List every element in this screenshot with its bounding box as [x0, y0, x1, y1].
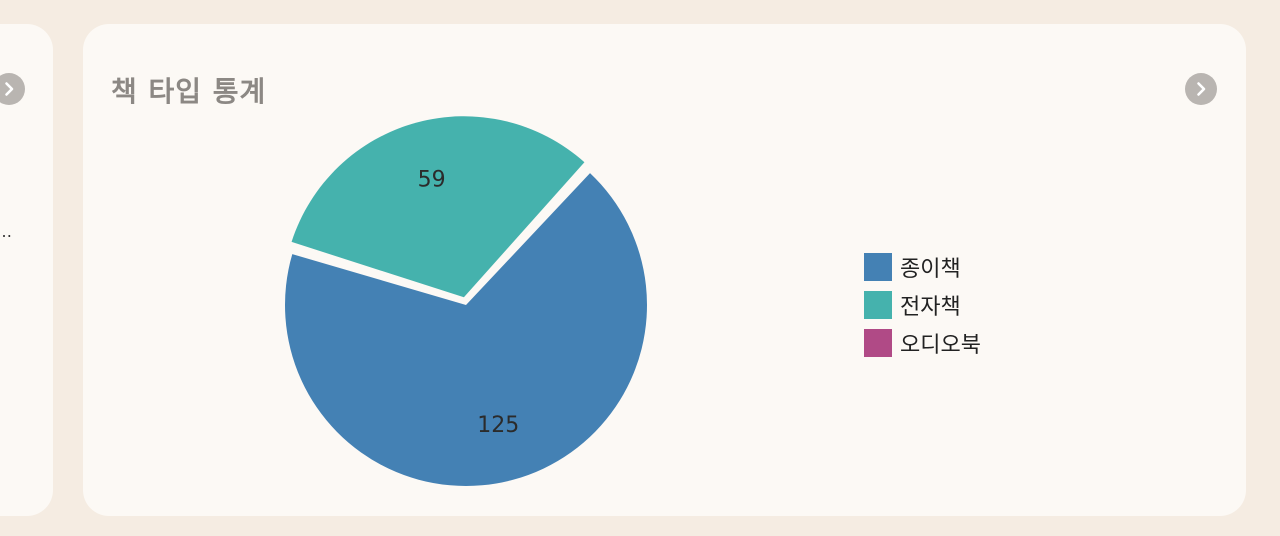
legend-item[interactable]: 오디오북 — [864, 329, 981, 358]
previous-card-detail-button[interactable] — [0, 73, 25, 105]
pie-slice-value-label: 59 — [418, 168, 446, 193]
legend-item[interactable]: 전자책 — [864, 291, 981, 320]
legend-swatch — [864, 329, 892, 357]
book-type-stats-card — [83, 24, 1246, 516]
legend-swatch — [864, 291, 892, 319]
legend-swatch — [864, 253, 892, 281]
legend-label: 오디오북 — [900, 333, 981, 358]
legend-label: 종이책 — [900, 257, 961, 282]
legend-label: 전자책 — [900, 295, 961, 320]
chevron-right-icon — [1197, 82, 1206, 96]
previous-stats-card — [0, 24, 53, 516]
pie-slice-value-label: 125 — [477, 413, 519, 438]
legend-item[interactable]: 종이책 — [864, 253, 981, 282]
chevron-right-icon — [5, 82, 14, 96]
book-type-detail-button[interactable] — [1185, 73, 1217, 105]
truncated-text: … — [0, 222, 12, 241]
pie-slice-1[interactable] — [291, 116, 585, 298]
pie-slice-0[interactable] — [284, 173, 647, 486]
card-title: 책 타입 통계 — [111, 75, 267, 108]
